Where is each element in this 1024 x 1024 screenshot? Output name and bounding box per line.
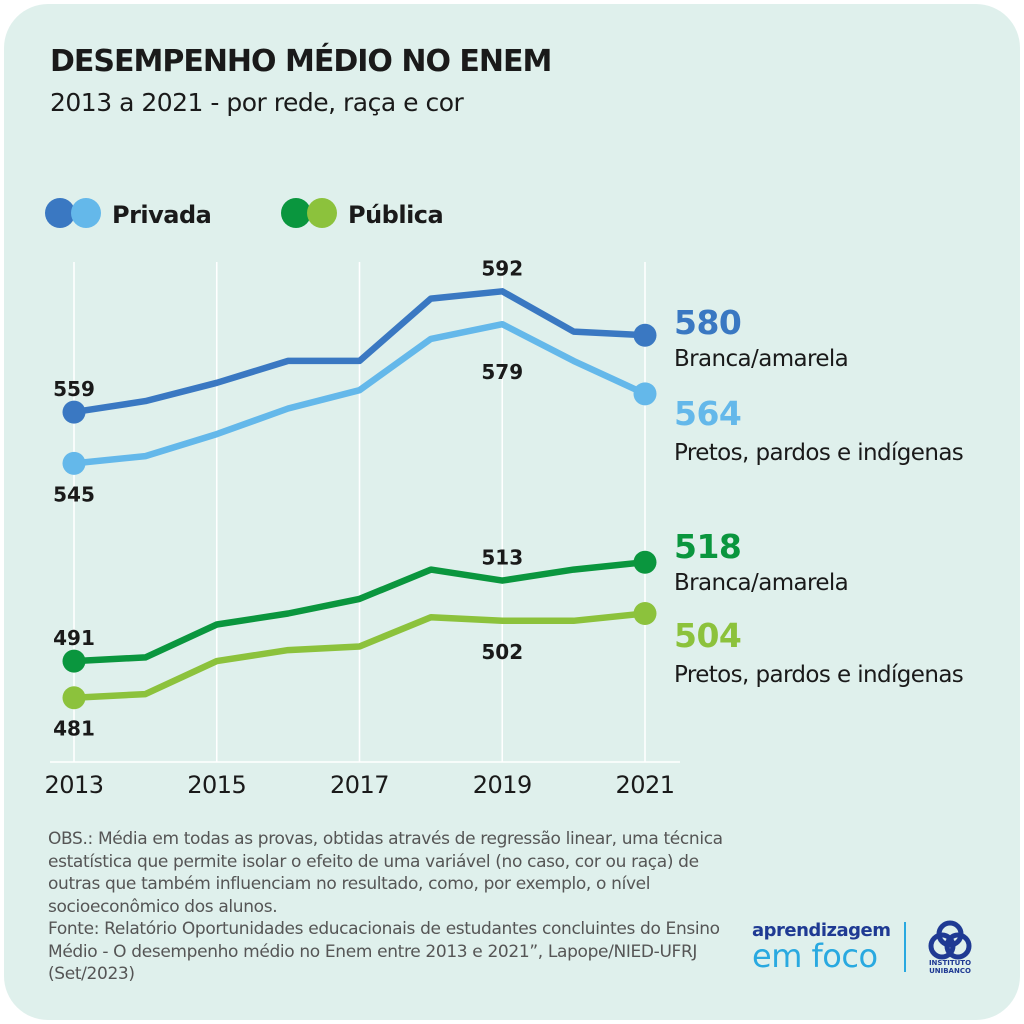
- end-value-label: 564: [674, 394, 741, 433]
- brand-logo-line1: INSTITUTO: [929, 959, 971, 967]
- source-note: Fonte: Relatório Oportunidades educacion…: [48, 919, 720, 984]
- legend-label: Pública: [348, 201, 443, 229]
- x-tick-label: 2015: [187, 771, 246, 799]
- x-tick-label: 2017: [330, 771, 389, 799]
- series-name-label: Branca/amarela: [674, 570, 848, 596]
- data-label: 491: [53, 626, 95, 650]
- end-value-label: 518: [674, 527, 741, 566]
- series-name-label: Pretos, pardos e indígenas: [674, 440, 963, 466]
- series-end-point: [633, 323, 657, 347]
- data-label: 559: [53, 377, 95, 401]
- series-start-point: [62, 451, 86, 475]
- end-value-label: 504: [674, 616, 741, 655]
- data-label: 545: [53, 482, 95, 506]
- series-start-point: [62, 400, 86, 424]
- x-tick-label: 2019: [473, 771, 532, 799]
- footnote: OBS.: Média em todas as provas, obtidas …: [48, 828, 748, 986]
- obs-note: OBS.: Média em todas as provas, obtidas …: [48, 829, 723, 917]
- series-start-point: [62, 649, 86, 673]
- series-end-point: [633, 550, 657, 574]
- data-label: 592: [481, 256, 523, 280]
- data-label: 502: [481, 640, 523, 664]
- end-value-label: 580: [674, 303, 741, 342]
- series-line: [70, 288, 649, 416]
- series-name-label: Branca/amarela: [674, 346, 848, 372]
- legend-dot-dark: [45, 198, 75, 228]
- instituto-unibanco-logo: INSTITUTO UNIBANCO: [928, 920, 972, 975]
- data-label: 579: [481, 360, 523, 384]
- brand-line2: em foco: [752, 937, 878, 975]
- brand-logo-line2: UNIBANCO: [929, 967, 971, 975]
- data-label: 513: [481, 546, 523, 570]
- infographic-card: [4, 4, 1020, 1020]
- chart-subtitle: 2013 a 2021 - por rede, raça e cor: [50, 88, 464, 117]
- series-line: [70, 610, 649, 701]
- brand-line1: aprendizagem: [752, 920, 891, 941]
- series-end-point: [633, 382, 657, 406]
- x-tick-label: 2013: [44, 771, 103, 799]
- legend-dot-light: [71, 198, 101, 228]
- brand-logo: aprendizagem em foco INSTITUTO UNIBANCO: [752, 920, 1002, 980]
- legend-dot-light: [307, 198, 337, 228]
- data-label: 481: [53, 717, 95, 741]
- series-start-point: [62, 686, 86, 710]
- legend-label: Privada: [112, 201, 211, 229]
- series-line: [70, 558, 649, 665]
- brand-divider: [904, 922, 906, 972]
- chart-title: DESEMPENHO MÉDIO NO ENEM: [50, 44, 552, 79]
- series-end-point: [633, 602, 657, 626]
- series-name-label: Pretos, pardos e indígenas: [674, 662, 963, 688]
- line-chart: Privada Pública 2013 2015 2017 2019 2021 559 592…: [44, 198, 964, 799]
- series-line: [70, 320, 649, 467]
- legend-dot-dark: [281, 198, 311, 228]
- x-tick-label: 2021: [615, 771, 674, 799]
